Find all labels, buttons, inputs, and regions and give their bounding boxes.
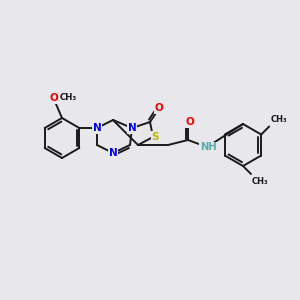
Text: CH₃: CH₃	[252, 177, 268, 186]
Text: CH₃: CH₃	[60, 94, 77, 103]
Text: N: N	[128, 123, 136, 133]
Text: N: N	[109, 148, 117, 158]
Text: O: O	[50, 93, 58, 103]
Text: NH: NH	[200, 142, 216, 152]
Text: S: S	[151, 132, 159, 142]
Text: CH₃: CH₃	[270, 115, 287, 124]
Text: N: N	[93, 123, 101, 133]
Text: O: O	[154, 103, 164, 113]
Text: O: O	[186, 117, 194, 127]
